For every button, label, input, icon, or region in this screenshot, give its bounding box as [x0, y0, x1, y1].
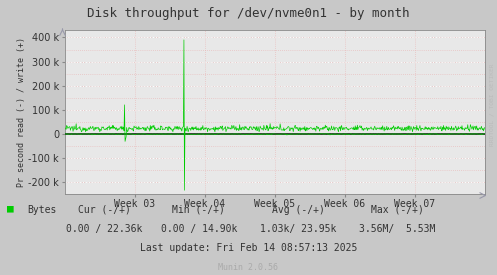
Text: Last update: Fri Feb 14 08:57:13 2025: Last update: Fri Feb 14 08:57:13 2025 — [140, 243, 357, 253]
Text: Min (-/+): Min (-/+) — [172, 205, 225, 215]
Text: RRDTOOL / TOBI OETIKER: RRDTOOL / TOBI OETIKER — [490, 63, 495, 146]
Text: Avg (-/+): Avg (-/+) — [272, 205, 325, 215]
Y-axis label: Pr second read (-) / write (+): Pr second read (-) / write (+) — [16, 37, 25, 187]
Text: 3.56M/  5.53M: 3.56M/ 5.53M — [359, 224, 436, 234]
Text: Munin 2.0.56: Munin 2.0.56 — [219, 263, 278, 272]
Text: 1.03k/ 23.95k: 1.03k/ 23.95k — [260, 224, 336, 234]
Text: 0.00 / 14.90k: 0.00 / 14.90k — [161, 224, 237, 234]
Text: ■: ■ — [7, 204, 14, 213]
Text: Max (-/+): Max (-/+) — [371, 205, 424, 215]
Text: 0.00 / 22.36k: 0.00 / 22.36k — [66, 224, 143, 234]
Text: Cur (-/+): Cur (-/+) — [78, 205, 131, 215]
Text: Disk throughput for /dev/nvme0n1 - by month: Disk throughput for /dev/nvme0n1 - by mo… — [87, 7, 410, 20]
Text: Bytes: Bytes — [27, 205, 57, 215]
